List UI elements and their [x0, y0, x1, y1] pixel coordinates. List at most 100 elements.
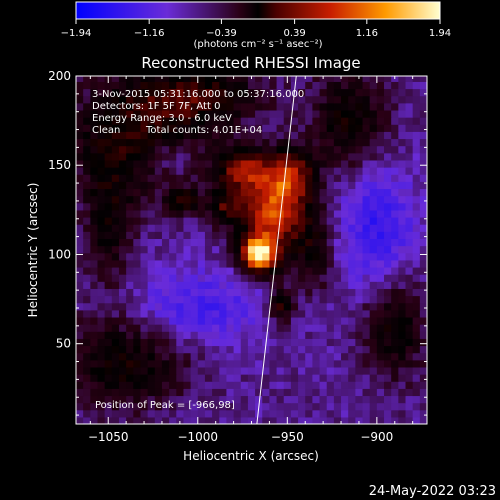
heatmap-cell [104, 345, 113, 354]
heatmap-cell [348, 359, 356, 368]
heatmap-cell [326, 188, 335, 197]
heatmap-cell [154, 167, 163, 175]
heatmap-cell [197, 252, 206, 261]
heatmap-cell [391, 374, 399, 382]
heatmap-cell [190, 88, 199, 97]
heatmap-cell [83, 88, 91, 97]
heatmap-cell [348, 374, 356, 382]
heatmap-cell [154, 138, 163, 147]
heatmap-cell [219, 302, 228, 311]
heatmap-cell [305, 274, 313, 282]
heatmap-cell [204, 209, 213, 218]
heatmap-cell [233, 281, 242, 289]
heatmap-cell [312, 281, 321, 289]
heatmap-cell [276, 216, 285, 225]
heatmap-cell [419, 338, 427, 347]
heatmap-cell [111, 188, 120, 197]
heatmap-cell [348, 302, 356, 311]
heatmap-cell [255, 174, 263, 182]
heatmap-cell [97, 238, 106, 247]
heatmap-cell [204, 359, 213, 368]
heatmap-cell [391, 281, 399, 289]
heatmap-cell [97, 331, 106, 339]
heatmap-cell [111, 274, 120, 282]
heatmap-cell [140, 109, 149, 118]
heatmap-cell [319, 359, 328, 368]
heatmap-cell [169, 331, 177, 339]
heatmap-cell [190, 338, 199, 347]
heatmap-cell [90, 409, 99, 418]
heatmap-cell [83, 202, 91, 211]
heatmap-cell [391, 95, 399, 104]
heatmap-cell [226, 359, 235, 368]
heatmap-cell [348, 181, 356, 190]
heatmap-cell [298, 266, 306, 275]
heatmap-cell [362, 124, 371, 132]
heatmap-cell [126, 76, 134, 82]
heatmap-cell [183, 145, 192, 154]
heatmap-cell [97, 138, 106, 147]
heatmap-cell [319, 131, 328, 140]
heatmap-cell [419, 331, 427, 339]
heatmap-cell [326, 238, 335, 247]
heatmap-cell [412, 302, 421, 311]
heatmap-cell [255, 138, 263, 147]
heatmap-cell [298, 324, 306, 332]
heatmap-cell [147, 124, 156, 132]
heatmap-cell [262, 266, 270, 275]
heatmap-cell [391, 302, 399, 311]
heatmap-cell [391, 395, 399, 404]
heatmap-cell [298, 309, 306, 318]
heatmap-cell [405, 216, 414, 225]
heatmap-cell [262, 366, 270, 375]
heatmap-cell [118, 352, 127, 361]
heatmap-cell [376, 138, 385, 147]
heatmap-cell [219, 159, 228, 168]
heatmap-cell [326, 274, 335, 282]
heatmap-cell [76, 309, 84, 318]
heatmap-cell [398, 374, 407, 382]
heatmap-cell [161, 345, 170, 354]
heatmap-cell [197, 188, 206, 197]
heatmap-cell [341, 281, 349, 289]
heatmap-cell [255, 109, 263, 118]
heatmap-cell [305, 409, 313, 418]
heatmap-cell [283, 209, 292, 218]
heatmap-cell [240, 266, 249, 275]
heatmap-cell [319, 224, 328, 232]
heatmap-cell [233, 216, 242, 225]
heatmap-cell [262, 409, 270, 418]
heatmap-cell [76, 388, 84, 397]
heatmap-cell [276, 188, 285, 197]
y-tick-label: 150 [48, 158, 71, 172]
heatmap-cell [161, 231, 170, 239]
heatmap-cell [90, 374, 99, 382]
heatmap-cell [204, 416, 213, 424]
heatmap-cell [319, 274, 328, 282]
heatmap-cell [262, 316, 270, 325]
heatmap-cell [376, 374, 385, 382]
heatmap-cell [312, 338, 321, 347]
heatmap-cell [298, 388, 306, 397]
heatmap-cell [240, 174, 249, 182]
heatmap-cell [97, 95, 106, 104]
heatmap-cell [255, 359, 263, 368]
heatmap-cell [369, 366, 378, 375]
heatmap-cell [269, 316, 278, 325]
heatmap-cell [283, 181, 292, 190]
heatmap-cell [341, 345, 349, 354]
heatmap-cell [197, 117, 206, 125]
heatmap-cell [212, 95, 220, 104]
heatmap-cell [240, 117, 249, 125]
heatmap-cell [276, 159, 285, 168]
heatmap-cell [333, 102, 342, 111]
heatmap-cell [111, 331, 120, 339]
heatmap-cell [140, 352, 149, 361]
heatmap-cell [161, 359, 170, 368]
heatmap-cell [240, 374, 249, 382]
heatmap-cell [212, 359, 220, 368]
heatmap-cell [140, 409, 149, 418]
colorbar-tick-label: 1.94 [429, 28, 451, 39]
heatmap-cell [126, 309, 134, 318]
heatmap-cell [326, 145, 335, 154]
